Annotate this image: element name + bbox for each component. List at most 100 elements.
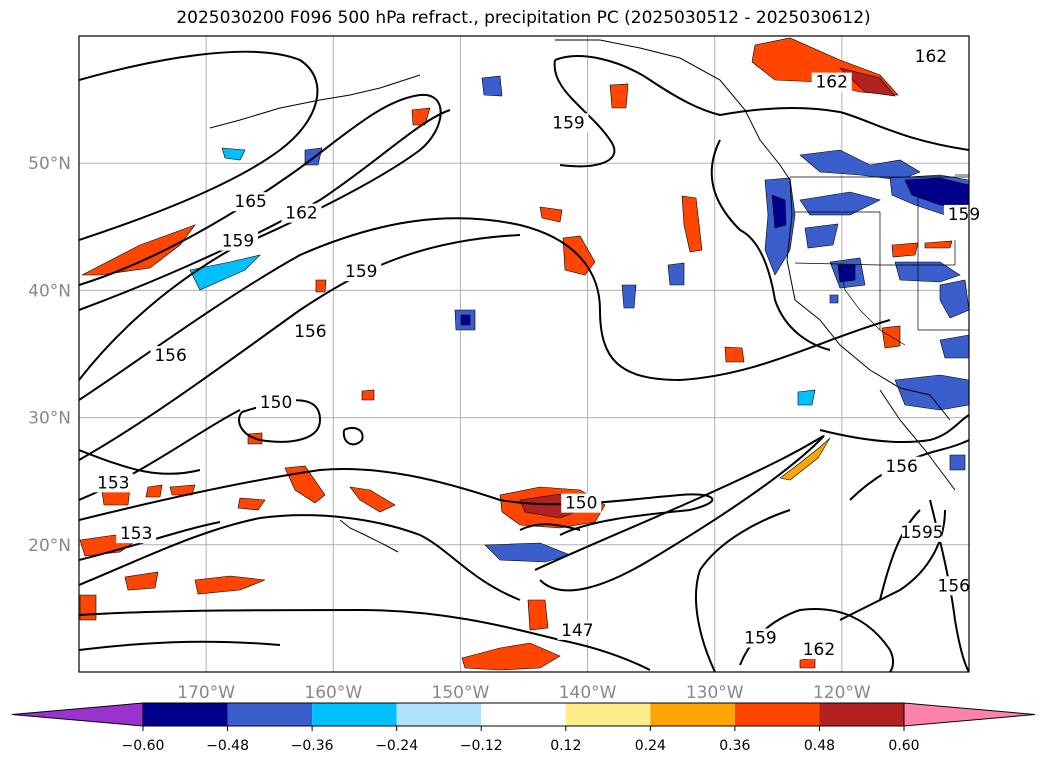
colorbar-tick-label: 0.24 — [635, 738, 666, 754]
contour-label-bg — [561, 493, 602, 513]
contour-label: 150 — [565, 494, 597, 514]
precip-area — [221, 147, 246, 161]
precip-area — [924, 240, 953, 249]
contour-line — [79, 640, 281, 651]
colorbar-extend-min — [11, 702, 144, 727]
contour-line — [79, 234, 521, 461]
contour-label-bg — [93, 473, 134, 493]
precip-area — [411, 107, 431, 126]
y-tick-label: 20°N — [28, 536, 71, 556]
colorbar-segment — [734, 703, 820, 726]
contour-line — [819, 414, 969, 443]
x-tick-label: 140°W — [559, 683, 617, 703]
colorbar-segment — [819, 703, 904, 726]
precip-area — [460, 314, 471, 326]
colorbar-frame — [142, 702, 905, 727]
colorbar: −0.60 −0.48 −0.36 −0.24 −0.12 0.12 0.24 0.36 0.4… — [11, 702, 1036, 754]
precip-area — [169, 484, 196, 496]
contour-label: 159 — [744, 628, 776, 648]
colorbar-tick-label: −0.48 — [206, 738, 249, 754]
contour-label-bg — [116, 524, 157, 544]
precip-area — [949, 454, 966, 471]
contour-label-bg — [943, 204, 984, 224]
precip-area — [838, 67, 896, 97]
colorbar-tick-label: 0.36 — [719, 738, 750, 754]
contour-label: 159 — [345, 262, 377, 282]
contour-line — [849, 439, 969, 501]
y-tick-label: 40°N — [28, 281, 71, 301]
contour-line — [79, 449, 201, 475]
precip-area — [481, 75, 503, 97]
contour-label-bg — [290, 321, 331, 341]
contour-label: 153 — [97, 473, 129, 493]
contour-label-bg — [548, 113, 589, 133]
colorbar-segment — [481, 703, 566, 726]
contour-line — [879, 509, 921, 601]
y-tick-label: 50°N — [28, 154, 71, 174]
contour-label: 156 — [938, 576, 970, 596]
contour-label-bg — [798, 639, 839, 659]
plot-frame — [78, 35, 970, 673]
colorbar-segment — [227, 703, 313, 726]
contour-label-bg — [881, 456, 922, 476]
state-borders — [790, 174, 969, 346]
contour-line — [79, 468, 714, 536]
precip-area — [189, 254, 261, 291]
precip-positive-areas — [79, 37, 953, 671]
contour-label: 162 — [803, 640, 835, 660]
precip-area — [724, 346, 745, 363]
contour-line — [710, 139, 831, 351]
precip-area — [461, 642, 561, 671]
precip-area — [349, 486, 396, 513]
x-axis-ticks: 170°W 160°W 150°W 140°W 130°W 120°W — [177, 683, 871, 703]
colorbar-segment — [650, 703, 735, 726]
plot-area — [79, 36, 969, 672]
precip-area — [891, 242, 919, 258]
contour-label: 162 — [915, 47, 947, 67]
precip-area — [79, 594, 97, 621]
precip-area — [609, 83, 629, 109]
contour-label: 159 — [552, 113, 584, 133]
contour-label-bg — [217, 231, 258, 251]
y-tick-label: 30°N — [28, 409, 71, 429]
colorbar-segment — [396, 703, 482, 726]
contour-label: 150 — [260, 393, 292, 413]
colorbar-extend-max — [903, 702, 1036, 727]
contour-line — [553, 59, 616, 168]
coastline-baja — [879, 389, 956, 491]
contour-label: 159 — [222, 232, 254, 252]
aleutians — [209, 74, 421, 129]
colorbar-tick-label: −0.36 — [291, 738, 334, 754]
colorbar-tick-label: −0.60 — [122, 738, 165, 754]
contour-label-bg — [811, 72, 852, 92]
contour-line — [342, 427, 364, 446]
precip-area — [484, 542, 571, 563]
contour-label: 156 — [154, 346, 186, 366]
contour-label: 1595 — [900, 523, 943, 543]
precip-area — [829, 294, 839, 304]
contour-line — [554, 55, 969, 151]
precip-area — [621, 284, 637, 309]
contour-label-bg — [230, 192, 271, 212]
contour-label-bg — [256, 393, 297, 413]
precip-area — [797, 389, 816, 406]
precip-area — [894, 374, 969, 411]
precip-area — [145, 484, 163, 498]
precip-area — [237, 497, 266, 511]
x-tick-label: 130°W — [686, 683, 744, 703]
precip-area — [799, 191, 881, 216]
contour-label-bg — [901, 522, 942, 542]
contour-label-bg — [341, 262, 382, 282]
contour-label: 153 — [120, 524, 152, 544]
precip-area — [124, 571, 159, 591]
contour-label-bg — [281, 203, 322, 223]
colorbar-tick-label: 0.60 — [888, 738, 919, 754]
contour-label-bg — [933, 576, 974, 596]
contour-label: 162 — [285, 204, 317, 224]
contour-label: 147 — [561, 621, 593, 641]
colorbar-segment — [143, 703, 228, 726]
contour-labels: 165 162 159 159 159 162 162 159 156 156 150 153 153 1… — [93, 47, 984, 660]
precip-area — [539, 206, 563, 223]
precip-area — [939, 279, 969, 319]
contour-line — [534, 435, 825, 592]
